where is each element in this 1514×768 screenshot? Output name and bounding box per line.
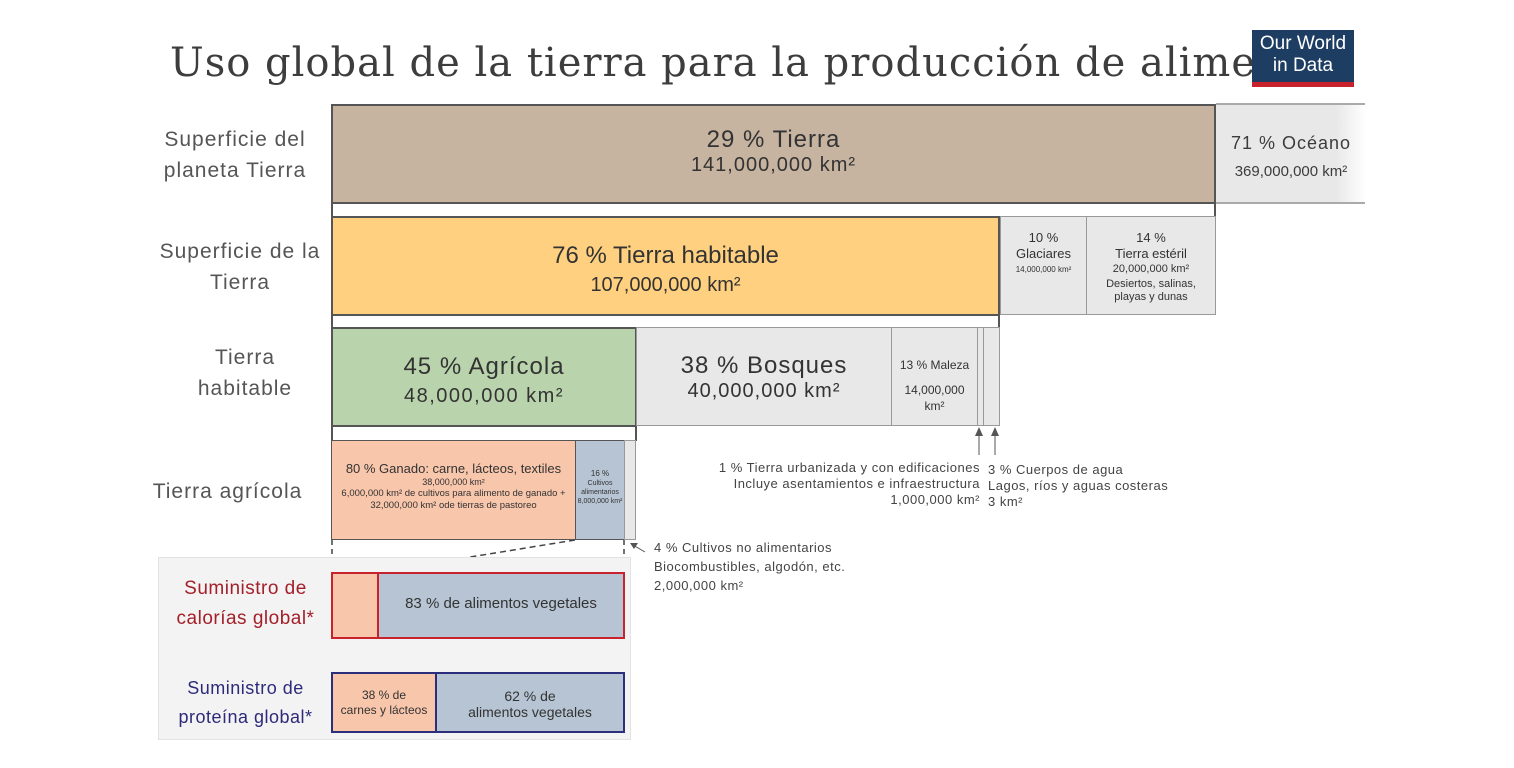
livestock-desc-2: 32,000,000 km² ode tierras de pastoreo <box>370 500 537 511</box>
water-note: 3 % Cuerpos de agua Lagos, ríos y aguas … <box>988 462 1168 510</box>
shrub-area: 14,000,000 km² <box>904 383 965 413</box>
water-note-1: 3 % Cuerpos de agua <box>988 462 1124 477</box>
row-label-land: Superficie de la Tierra <box>159 240 321 294</box>
barren-area: 20,000,000 km² <box>1112 263 1190 275</box>
water-slice <box>983 327 1000 426</box>
livestock-box: 80 % Ganado: carne, lácteos, textiles 38… <box>331 440 576 540</box>
shrub-box: 13 % Maleza 14,000,000 km² <box>891 327 978 426</box>
owid-logo[interactable]: Our World in Data <box>1252 30 1354 87</box>
glaciers-pct: 10 % <box>1028 230 1059 245</box>
protein-plant-box: 62 % de alimentos vegetales <box>435 672 625 733</box>
calories-plant-box: 83 % de alimentos vegetales <box>377 572 625 639</box>
protein-plant-1: 62 % de <box>504 688 556 704</box>
habitable-area: 107,000,000 km² <box>590 274 741 296</box>
livestock-title: 80 % Ganado: carne, lácteos, textiles <box>345 461 562 476</box>
barren-pct: 14 % <box>1136 230 1166 245</box>
row-label-agricultural: Tierra agrícola <box>152 480 303 503</box>
forest-area: 40,000,000 km² <box>687 380 841 402</box>
protein-meat-2: carnes y lácteos <box>340 703 428 717</box>
protein-meat-1: 38 % de <box>361 688 407 702</box>
crops-area: 8,000,000 km² <box>577 498 623 505</box>
water-note-3: 3 km² <box>988 494 1023 509</box>
barren-desc: Desiertos, salinas, playas y dunas <box>1106 278 1196 303</box>
crops-name: Cultivos alimentarios <box>581 480 619 496</box>
row-label-earth: Superficie del planeta Tierra <box>163 128 307 182</box>
food-crops-box: 16 % Cultivos alimentarios 8,000,000 km² <box>575 440 625 540</box>
protein-plant-2: alimentos vegetales <box>468 704 592 720</box>
agricultural-box: 45 % Agrícola 48,000,000 km² <box>331 327 637 427</box>
nonfood-note-3: 2,000,000 km² <box>654 578 744 593</box>
logo-line-2: in Data <box>1272 55 1334 76</box>
calories-animal-box <box>331 572 379 639</box>
nonfood-slice <box>624 440 636 540</box>
logo-line-1: Our World <box>1259 33 1347 54</box>
ocean-pct: 71 % Océano <box>1230 133 1352 153</box>
habitable-pct: 76 % Tierra habitable <box>552 242 779 269</box>
livestock-area: 38,000,000 km² <box>422 477 485 487</box>
protein-animal-box: 38 % de carnes y lácteos <box>331 672 437 733</box>
barren-box: 14 % Tierra estéril 20,000,000 km² Desie… <box>1086 216 1216 315</box>
urban-note-2: Incluye asentamientos e infraestructura <box>733 476 980 491</box>
habitable-land-box: 76 % Tierra habitable 107,000,000 km² <box>331 216 1000 316</box>
forest-box: 38 % Bosques 40,000,000 km² <box>636 327 892 426</box>
barren-name: Tierra estéril <box>1115 246 1187 261</box>
ocean-area: 369,000,000 km² <box>1234 163 1348 180</box>
agri-pct: 45 % Agrícola <box>403 353 565 380</box>
nonfood-note: 4 % Cultivos no alimentarios Biocombusti… <box>654 538 845 595</box>
land-area: 141,000,000 km² <box>690 154 857 176</box>
dash-livestock-cal <box>377 539 576 573</box>
nonfood-note-2: Biocombustibles, algodón, etc. <box>654 559 846 574</box>
page-title: Uso global de la tierra para la producci… <box>170 40 1347 86</box>
row-label-protein: Suministro de proteína global* <box>178 678 313 727</box>
urban-note-3: 1,000,000 km² <box>890 492 980 507</box>
urban-note: 1 % Tierra urbanizada y con edificacione… <box>700 460 980 508</box>
water-note-2: Lagos, ríos y aguas costeras <box>988 478 1169 493</box>
urban-note-1: 1 % Tierra urbanizada y con edificacione… <box>718 460 980 475</box>
land-pct: 29 % Tierra <box>706 126 841 153</box>
row-label-habitable: Tierra habitable <box>197 346 293 400</box>
glaciers-name: Glaciares <box>1016 246 1071 261</box>
calories-plant-label: 83 % de alimentos vegetales <box>405 595 597 612</box>
glaciers-area: 14,000,000 km² <box>1015 265 1072 274</box>
shrub-pct: 13 % Maleza <box>899 358 970 372</box>
agri-area: 48,000,000 km² <box>404 385 564 407</box>
forest-pct: 38 % Bosques <box>680 352 848 379</box>
livestock-desc-1: 6,000,000 km² de cultivos para alimento … <box>341 488 566 499</box>
glaciers-box: 10 % Glaciares 14,000,000 km² <box>1000 216 1087 315</box>
ocean-box: 71 % Océano 369,000,000 km² <box>1216 105 1366 202</box>
crops-pct: 16 % <box>590 469 610 478</box>
land-box: 29 % Tierra 141,000,000 km² <box>331 104 1216 204</box>
nonfood-note-1: 4 % Cultivos no alimentarios <box>654 540 833 555</box>
row-label-calories: Suministro de calorías global* <box>176 578 315 629</box>
